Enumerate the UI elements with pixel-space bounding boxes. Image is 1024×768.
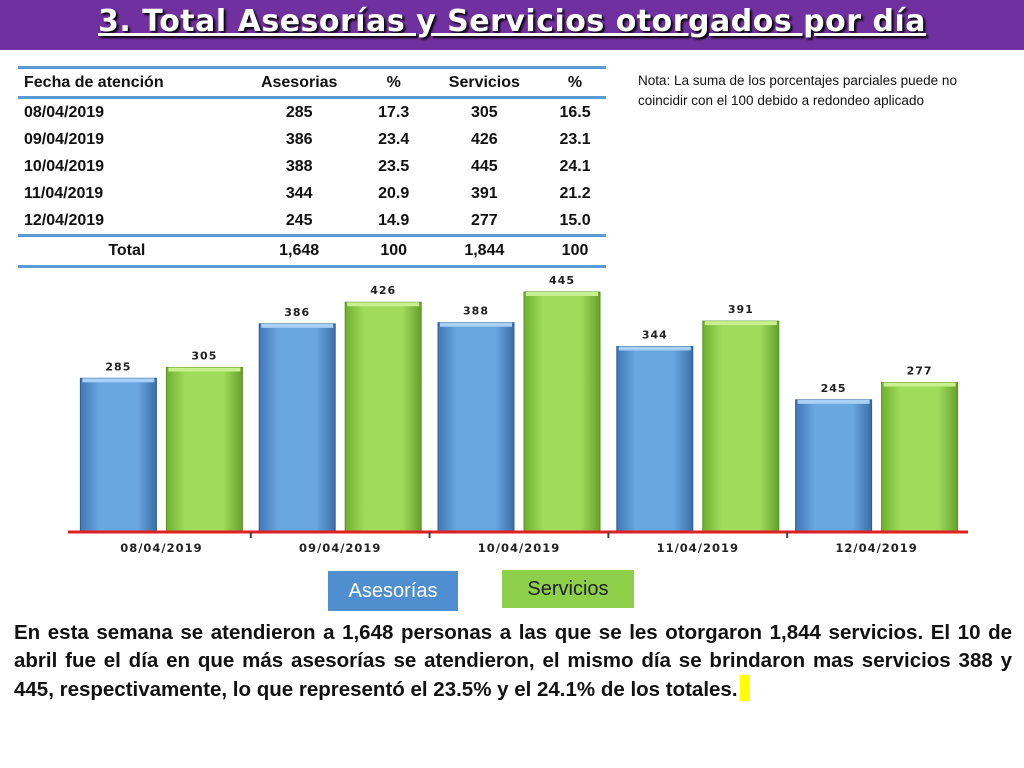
cell-servicios: 277 <box>471 211 498 229</box>
cell-pct: 17.3 <box>378 103 410 121</box>
cell-date: 11/04/2019 <box>24 184 104 202</box>
header-pct-servicios: % <box>567 73 583 91</box>
footnote: Nota: La suma de los porcentajes parcial… <box>638 73 957 108</box>
cell-servicios: 426 <box>471 130 498 148</box>
bar-servicios <box>523 291 601 533</box>
cell-pct: 15.0 <box>559 211 591 229</box>
cell-asesorias: 386 <box>285 130 313 148</box>
total-asesorias: 1,648 <box>279 242 320 259</box>
bar-top-highlight <box>883 382 956 387</box>
bar-top-highlight <box>618 346 691 351</box>
cell-servicios: 445 <box>471 157 498 175</box>
data-label: 305 <box>191 350 217 363</box>
data-label: 277 <box>907 365 933 378</box>
header-fecha: Fecha de atención <box>24 73 164 91</box>
bar-servicios <box>881 382 959 533</box>
total-pct-servicios: 100 <box>561 242 589 259</box>
cell-servicios: 305 <box>471 103 498 121</box>
data-table: Fecha de atención Asesorias % Servicios … <box>18 66 606 268</box>
table-row: 11/04/2019 344 20.9 391 21.2 <box>18 180 606 207</box>
cell-asesorias: 245 <box>285 211 313 229</box>
data-label: 445 <box>549 274 575 287</box>
cell-pct: 20.9 <box>378 184 410 202</box>
total-servicios: 1,844 <box>464 242 505 259</box>
bar-top-highlight <box>526 292 598 296</box>
cell-servicios: 391 <box>471 184 498 202</box>
text-cursor <box>739 675 750 701</box>
table-row: 10/04/2019 388 23.5 445 24.1 <box>18 153 606 180</box>
cell-pct: 21.2 <box>559 184 591 202</box>
table-row: 09/04/2019 386 23.4 426 23.1 <box>18 126 606 153</box>
cell-pct: 24.1 <box>559 157 591 175</box>
cell-pct: 14.9 <box>378 211 410 229</box>
title-bar <box>0 0 1024 50</box>
data-label: 388 <box>463 305 489 318</box>
x-tick-label: 10/04/2019 <box>478 541 560 555</box>
bar-top-highlight <box>82 378 155 383</box>
total-label: Total <box>108 242 146 259</box>
bar-top-highlight <box>168 367 241 372</box>
table-total-row: Total 1,648 100 1,844 100 <box>18 235 606 267</box>
data-label: 285 <box>105 360 131 373</box>
bar-chart: 285 305 386 426 388 445 344 391 245 277 08/04/201… <box>68 274 968 555</box>
bar-servicios <box>702 320 780 533</box>
header-asesorias: Asesorias <box>260 73 338 91</box>
bar-servicios <box>344 301 422 533</box>
table-header-row: Fecha de atención Asesorias % Servicios … <box>18 67 606 98</box>
x-tick-label: 09/04/2019 <box>299 541 381 555</box>
summary-text: En esta semana se atendieron a 1,648 per… <box>14 619 1012 704</box>
cell-date: 08/04/2019 <box>24 103 105 121</box>
x-tick-label: 11/04/2019 <box>657 541 739 555</box>
cell-pct: 23.5 <box>378 157 410 175</box>
table-row: 12/04/2019 245 14.9 277 15.0 <box>18 207 606 236</box>
total-pct-asesorias: 100 <box>380 242 408 259</box>
x-tick-label: 08/04/2019 <box>120 541 202 555</box>
data-label: 344 <box>642 328 668 341</box>
bar-top-highlight <box>704 321 777 326</box>
cell-asesorias: 388 <box>285 157 313 175</box>
cell-asesorias: 344 <box>285 184 313 202</box>
header-pct-asesorias: % <box>386 73 401 91</box>
bar-top-highlight <box>261 323 334 328</box>
bar-asesorias <box>616 345 694 533</box>
bar-top-highlight <box>347 302 420 307</box>
table-row: 08/04/2019 285 17.3 305 16.5 <box>18 98 606 127</box>
data-label: 426 <box>370 284 396 297</box>
cell-date: 12/04/2019 <box>24 211 105 229</box>
cell-pct: 16.5 <box>559 103 591 121</box>
header-servicios: Servicios <box>448 73 520 91</box>
bar-asesorias <box>79 377 157 533</box>
bar-asesorias <box>258 323 336 533</box>
bar-asesorias <box>795 399 873 533</box>
bar-servicios <box>165 367 243 533</box>
data-label: 386 <box>284 306 310 319</box>
x-tick-label: 12/04/2019 <box>835 541 917 555</box>
data-label: 391 <box>728 303 754 316</box>
cell-asesorias: 285 <box>285 103 313 121</box>
cell-date: 10/04/2019 <box>24 157 105 175</box>
cell-date: 09/04/2019 <box>24 130 105 148</box>
legend-asesorias: Asesorías <box>328 571 458 611</box>
data-label: 245 <box>821 382 847 395</box>
page-title: 3. Total Asesorías y Servicios otorgados… <box>98 4 926 39</box>
summary-paragraph: En esta semana se atendieron a 1,648 per… <box>14 621 1012 701</box>
cell-pct: 23.4 <box>378 130 410 148</box>
bar-top-highlight <box>797 399 870 404</box>
bar-asesorias <box>437 322 515 533</box>
legend-servicios: Servicios <box>502 570 634 608</box>
bar-top-highlight <box>440 322 512 327</box>
cell-pct: 23.1 <box>559 130 591 148</box>
